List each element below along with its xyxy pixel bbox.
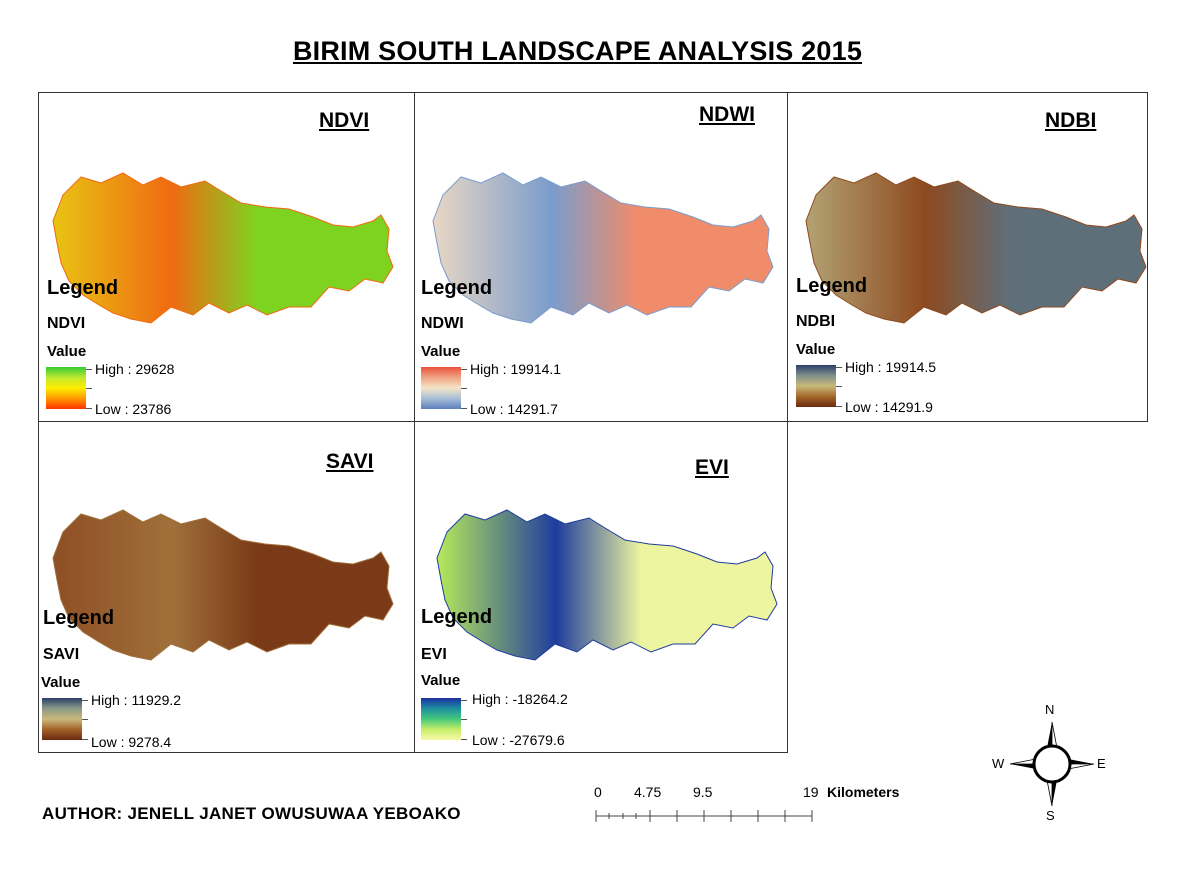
legend-heading: Legend: [47, 277, 119, 299]
map-evi: [436, 509, 778, 661]
color-ramp-savi: [42, 698, 82, 740]
legend-high: High : 19914.5: [845, 359, 937, 375]
panel-ndvi: NDVI Legend NDVI Value High : 29628 Low …: [38, 92, 415, 422]
legend-layer-name: NDVI: [47, 315, 86, 332]
scale-bar-line: [595, 810, 813, 822]
ramp-tick-high: [461, 369, 467, 370]
legend-layer-name: EVI: [421, 646, 447, 663]
ramp-tick-mid: [86, 388, 92, 389]
panel-title-savi: SAVI: [326, 450, 374, 473]
legend-value-label: Value: [47, 343, 87, 360]
legend-low: Low : 14291.7: [470, 401, 558, 417]
scale-label-0: 0: [594, 784, 602, 800]
author-credit: AUTHOR: JENELL JANET OWUSUWAA YEBOAKO: [42, 804, 461, 823]
legend-low: Low : 9278.4: [91, 734, 172, 750]
ramp-tick-mid: [82, 719, 88, 720]
legend-layer-name: NDBI: [796, 313, 836, 330]
compass-icon: [1009, 721, 1095, 807]
map-title: BIRIM SOUTH LANDSCAPE ANALYSIS 2015: [292, 36, 863, 66]
ramp-tick-high: [86, 369, 92, 370]
ramp-tick-low: [461, 408, 467, 409]
map-ndvi: [52, 172, 394, 324]
legend-value-label: Value: [421, 343, 461, 360]
ramp-tick-low: [836, 406, 842, 407]
district-area-evi: [436, 509, 778, 661]
district-area-ndwi: [432, 172, 774, 324]
scale-bar: 0 4.75 9.5 19 Kilometers: [580, 780, 940, 830]
legend-high: High : 29628: [95, 361, 175, 377]
panel-savi: SAVI Legend SAVI Value High : 11929.2 Lo…: [38, 421, 415, 753]
map-ndbi: [805, 172, 1147, 324]
legend-layer-name: SAVI: [43, 646, 80, 663]
legend-value-label: Value: [796, 341, 836, 358]
panel-ndbi: NDBI Legend NDBI Value High : 19914.5 Lo…: [787, 92, 1148, 422]
scale-label-9-5: 9.5: [693, 784, 713, 800]
ramp-tick-mid: [461, 388, 467, 389]
map-ndwi: [432, 172, 774, 324]
panel-title-ndvi: NDVI: [319, 109, 370, 132]
legend-high: High : 11929.2: [91, 692, 182, 708]
ramp-tick-mid: [836, 386, 842, 387]
color-ramp-ndbi: [796, 365, 836, 407]
ramp-tick-low: [461, 739, 467, 740]
scale-label-19: 19: [803, 784, 819, 800]
panel-title-ndwi: NDWI: [699, 103, 755, 126]
district-area-savi: [52, 509, 394, 661]
ramp-tick-high: [82, 700, 88, 701]
legend-heading: Legend: [43, 607, 115, 629]
legend-heading: Legend: [421, 277, 493, 299]
panel-evi: EVI Legend EVI Value High : -18264.2 Low…: [414, 421, 788, 753]
compass-west: W: [992, 756, 1005, 771]
compass-south: S: [1046, 808, 1055, 823]
panel-ndwi: NDWI Legend NDWI Value High : 19914.1 Lo…: [414, 92, 788, 422]
color-ramp-ndwi: [421, 367, 461, 409]
panel-title-ndbi: NDBI: [1045, 109, 1097, 132]
ramp-tick-high: [836, 367, 842, 368]
district-area-ndvi: [52, 172, 394, 324]
legend-layer-name: NDWI: [421, 315, 464, 332]
district-area-ndbi: [805, 172, 1147, 324]
legend-low: Low : 23786: [95, 401, 172, 417]
color-ramp-evi: [421, 698, 461, 740]
legend-low: Low : 14291.9: [845, 399, 933, 415]
legend-value-label: Value: [41, 674, 81, 691]
legend-low: Low : -27679.6: [472, 732, 565, 748]
legend-heading: Legend: [796, 275, 868, 297]
compass-north: N: [1045, 702, 1055, 717]
compass-rose: N S W E: [992, 700, 1120, 825]
ramp-tick-low: [86, 408, 92, 409]
legend-high: High : 19914.1: [470, 361, 562, 377]
panel-title-evi: EVI: [695, 456, 729, 479]
legend-value-label: Value: [421, 672, 461, 689]
map-savi: [52, 509, 394, 661]
ramp-tick-high: [461, 700, 467, 701]
scale-unit: Kilometers: [827, 784, 900, 800]
ramp-tick-mid: [461, 719, 467, 720]
scale-label-4-75: 4.75: [634, 784, 662, 800]
legend-heading: Legend: [421, 606, 493, 628]
ramp-tick-low: [82, 739, 88, 740]
color-ramp-ndvi: [46, 367, 86, 409]
legend-high: High : -18264.2: [472, 691, 568, 707]
compass-east: E: [1097, 756, 1106, 771]
